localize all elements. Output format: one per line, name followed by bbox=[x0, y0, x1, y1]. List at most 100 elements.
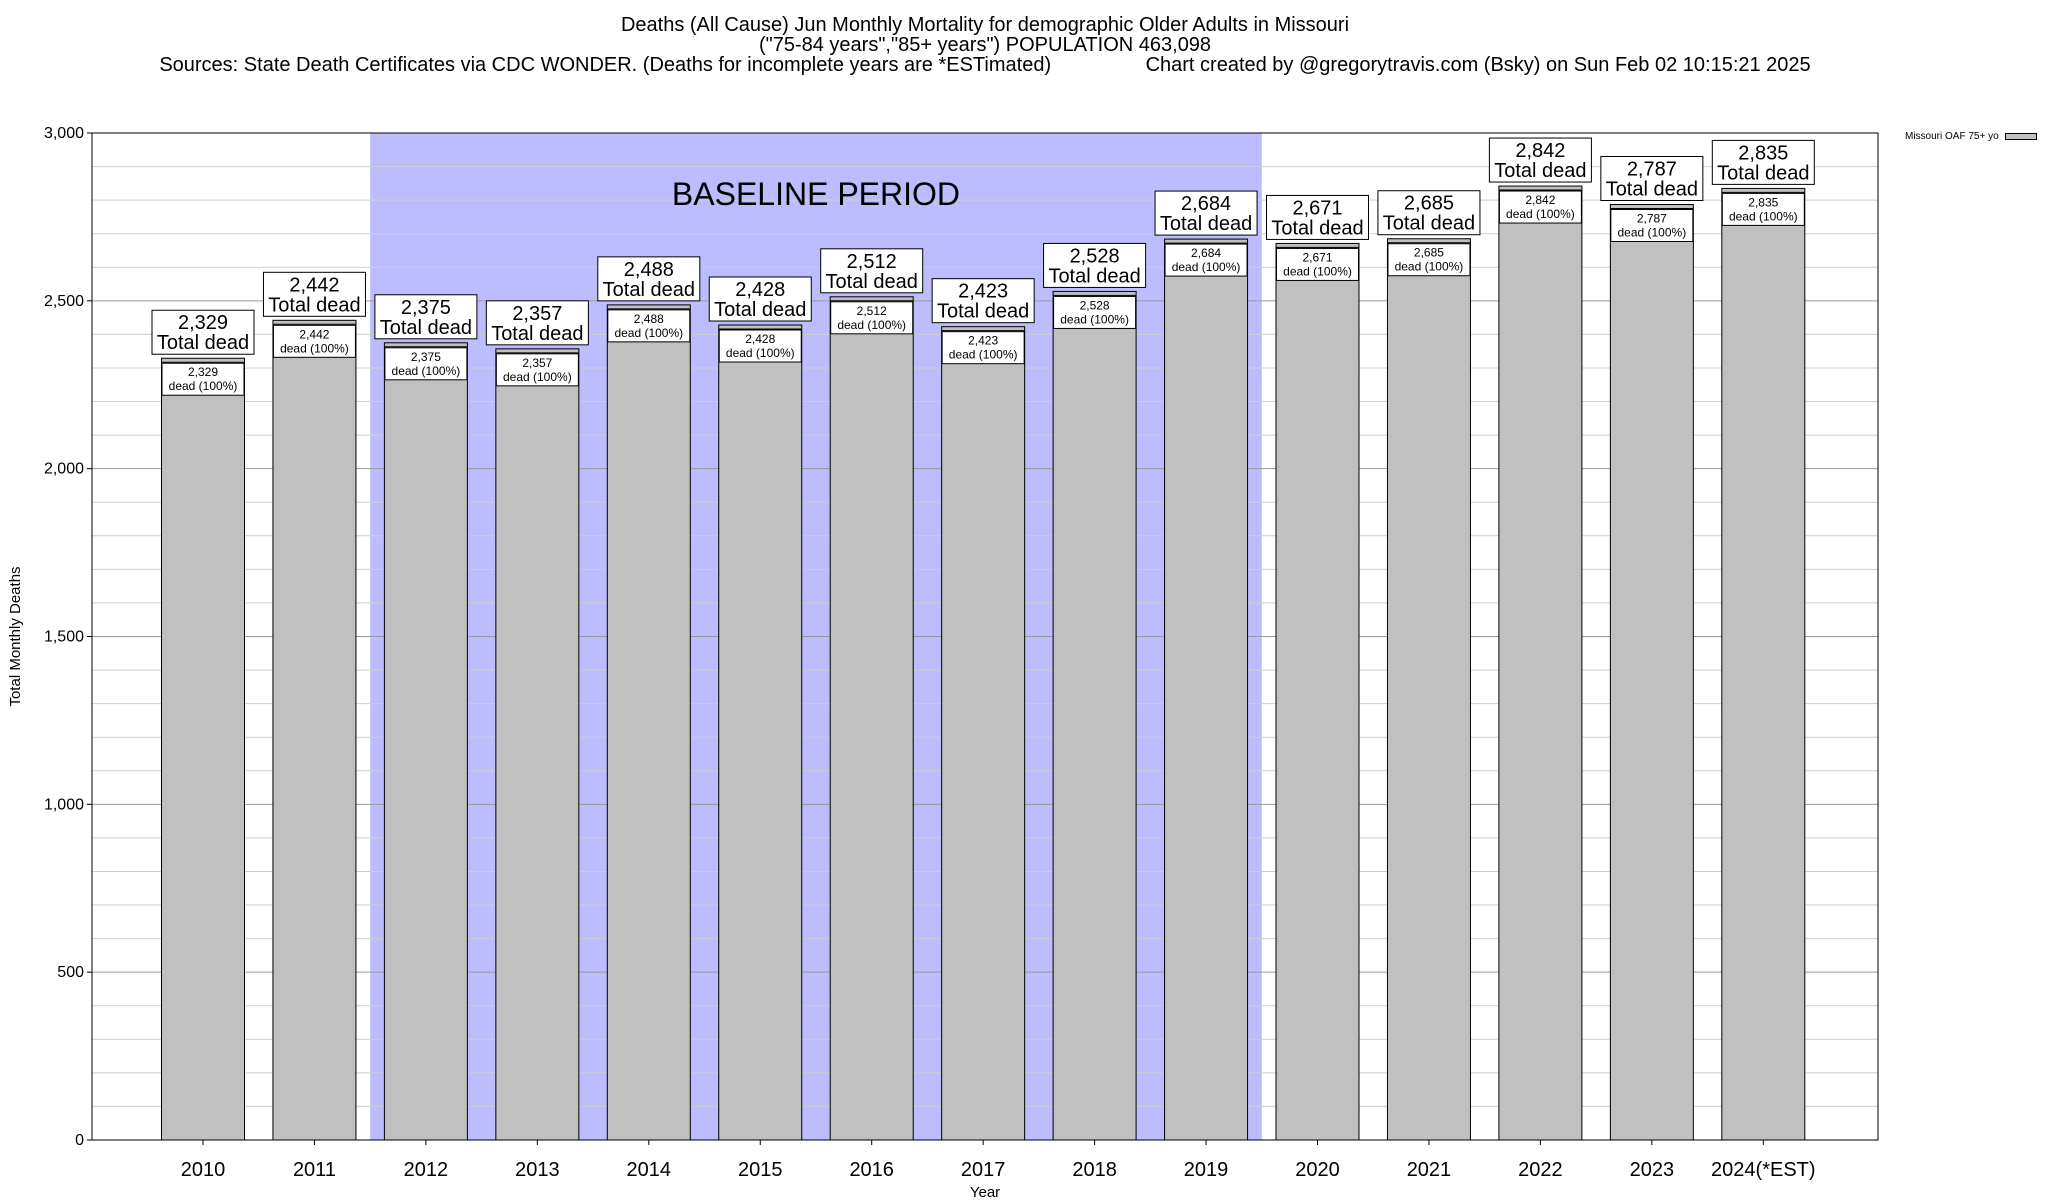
small-suffix-label: dead (100%) bbox=[169, 379, 238, 393]
small-label-box bbox=[161, 362, 245, 396]
legend-entry-label: Missouri OAF 75+ yo bbox=[1905, 131, 1999, 142]
bar bbox=[606, 304, 691, 1141]
big-value-label: 2,684 bbox=[1181, 193, 1231, 215]
small-value-label: 2,428 bbox=[745, 332, 775, 346]
big-suffix-label: Total dead bbox=[380, 317, 472, 339]
big-label-box bbox=[1154, 190, 1258, 236]
bar bbox=[272, 319, 357, 1141]
big-suffix-label: Total dead bbox=[714, 299, 806, 321]
small-value-label: 2,357 bbox=[522, 356, 552, 370]
x-tick-label: 2022 bbox=[1518, 1159, 1563, 1181]
y-tick-label: 2,500 bbox=[44, 293, 84, 310]
x-tick-label: 2020 bbox=[1295, 1159, 1340, 1181]
y-tick-label: 1,000 bbox=[44, 796, 84, 813]
plot-border bbox=[91, 132, 1879, 1141]
x-tick-label: 2023 bbox=[1630, 1159, 1675, 1181]
bar bbox=[1052, 290, 1137, 1141]
x-axis-title: Year bbox=[970, 1184, 1000, 1200]
small-suffix-label: dead (100%) bbox=[1283, 264, 1352, 278]
small-label-box bbox=[830, 301, 914, 335]
x-tick-label: 2021 bbox=[1407, 1159, 1452, 1181]
small-value-label: 2,329 bbox=[188, 365, 218, 379]
bar bbox=[495, 348, 580, 1141]
small-label-box bbox=[495, 353, 579, 387]
x-tick-label: 2012 bbox=[404, 1159, 449, 1181]
bar bbox=[1721, 187, 1806, 1141]
big-label-box bbox=[151, 309, 255, 355]
small-label-box bbox=[1721, 192, 1805, 226]
bar bbox=[161, 357, 245, 1141]
small-suffix-label: dead (100%) bbox=[280, 341, 349, 355]
small-value-label: 2,671 bbox=[1302, 250, 1332, 264]
x-tick-label: 2011 bbox=[293, 1159, 336, 1181]
big-label-box bbox=[485, 300, 589, 346]
small-suffix-label: dead (100%) bbox=[1617, 225, 1686, 239]
big-label-box bbox=[1043, 242, 1147, 288]
big-label-box bbox=[820, 248, 924, 294]
small-suffix-label: dead (100%) bbox=[1172, 260, 1241, 274]
y-tick-label: 2,000 bbox=[44, 461, 84, 478]
small-value-label: 2,685 bbox=[1414, 246, 1444, 260]
big-value-label: 2,329 bbox=[178, 312, 228, 334]
chart-credit: Chart created by @gregorytravis.com (Bsk… bbox=[1145, 54, 1811, 76]
x-tick-label: 2016 bbox=[849, 1159, 894, 1181]
big-suffix-label: Total dead bbox=[268, 294, 360, 316]
small-suffix-label: dead (100%) bbox=[1506, 207, 1575, 221]
y-axis-title: Total Monthly Deaths bbox=[7, 566, 24, 706]
big-suffix-label: Total dead bbox=[1494, 160, 1586, 182]
small-suffix-label: dead (100%) bbox=[503, 370, 572, 384]
big-label-box bbox=[1377, 190, 1481, 236]
big-label-box bbox=[1600, 155, 1704, 201]
big-value-label: 2,528 bbox=[1070, 245, 1120, 267]
big-suffix-label: Total dead bbox=[603, 279, 695, 301]
chart-sources: Sources: State Death Certificates via CD… bbox=[159, 54, 1052, 76]
small-value-label: 2,512 bbox=[857, 304, 887, 318]
big-suffix-label: Total dead bbox=[1383, 213, 1475, 235]
bar bbox=[1164, 238, 1249, 1141]
small-label-box bbox=[384, 347, 468, 381]
big-value-label: 2,488 bbox=[624, 259, 674, 281]
big-value-label: 2,375 bbox=[401, 297, 451, 319]
big-value-label: 2,835 bbox=[1738, 142, 1788, 164]
big-value-label: 2,787 bbox=[1627, 158, 1677, 180]
bar bbox=[941, 326, 1026, 1141]
x-tick-label: 2017 bbox=[961, 1159, 1006, 1181]
y-tick-label: 3,000 bbox=[44, 125, 84, 142]
big-suffix-label: Total dead bbox=[491, 323, 583, 345]
big-suffix-label: Total dead bbox=[1606, 178, 1698, 200]
small-value-label: 2,684 bbox=[1191, 246, 1221, 260]
big-suffix-label: Total dead bbox=[826, 271, 918, 293]
big-label-box bbox=[1266, 194, 1369, 240]
small-value-label: 2,842 bbox=[1525, 193, 1555, 207]
bar bbox=[383, 342, 468, 1141]
small-suffix-label: dead (100%) bbox=[1060, 312, 1129, 326]
small-label-box bbox=[1387, 243, 1471, 277]
y-tick-label: 500 bbox=[57, 964, 84, 981]
big-label-box bbox=[931, 278, 1035, 324]
big-suffix-label: Total dead bbox=[1048, 265, 1140, 287]
bar bbox=[1609, 203, 1694, 1141]
small-suffix-label: dead (100%) bbox=[726, 346, 795, 360]
bar bbox=[1386, 238, 1471, 1141]
big-value-label: 2,442 bbox=[289, 274, 339, 296]
small-label-box bbox=[941, 331, 1025, 365]
small-label-box bbox=[272, 324, 356, 358]
big-label-box bbox=[1711, 139, 1815, 185]
small-suffix-label: dead (100%) bbox=[1729, 209, 1798, 223]
y-tick-label: 0 bbox=[75, 1132, 84, 1149]
baseline-label: BASELINE PERIOD bbox=[672, 176, 960, 212]
small-value-label: 2,442 bbox=[299, 327, 329, 341]
x-tick-label: 2018 bbox=[1072, 1159, 1117, 1181]
big-label-box bbox=[374, 294, 478, 340]
y-tick-label: 1,500 bbox=[44, 629, 84, 646]
big-label-box bbox=[708, 276, 812, 322]
small-suffix-label: dead (100%) bbox=[392, 364, 461, 378]
legend: Missouri OAF 75+ yo bbox=[1905, 131, 2037, 142]
x-tick-label: 2015 bbox=[738, 1159, 783, 1181]
x-tick-label: 2024(*EST) bbox=[1711, 1159, 1816, 1181]
big-label-box bbox=[597, 256, 701, 302]
bar bbox=[829, 296, 914, 1141]
big-value-label: 2,428 bbox=[735, 279, 785, 301]
big-suffix-label: Total dead bbox=[1271, 217, 1363, 239]
